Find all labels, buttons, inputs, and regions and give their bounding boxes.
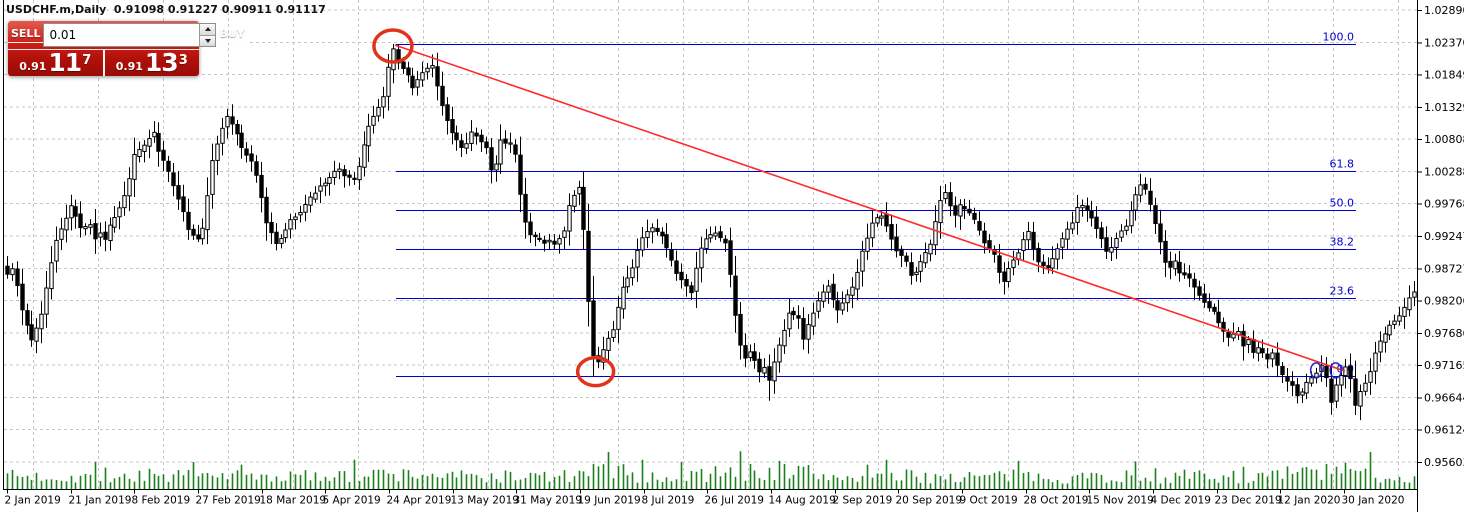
highlight-circles[interactable] [372, 28, 616, 388]
candlesticks [5, 43, 1417, 421]
date-tick-label: 30 Jan 2020 [1342, 495, 1405, 507]
date-tick-label: 18 Mar 2019 [260, 495, 327, 507]
buy-price-pip: 3 [178, 53, 188, 68]
price-tick-label: 0.99247 [1424, 230, 1464, 243]
date-tick-label: 4 Dec 2019 [1151, 495, 1211, 507]
price-tick-label: 0.96124 [1424, 424, 1464, 437]
lot-decrease-button[interactable] [200, 35, 216, 46]
price-tick-label: 1.02370 [1424, 36, 1464, 49]
price-tick-label: 0.96644 [1424, 391, 1464, 404]
date-axis-labels: 2 Jan 2019 21 Jan 2019 8 Feb 2019 27 Feb 20… [5, 489, 1405, 507]
date-tick-label: 8 Feb 2019 [132, 495, 191, 507]
price-divider [102, 50, 105, 76]
sell-price-pip: 7 [82, 53, 92, 68]
date-tick-label: 31 May 2019 [514, 495, 582, 507]
fib-level-label: 38.2 [1330, 236, 1355, 249]
fib-level-label: 100.0 [1323, 31, 1355, 44]
price-axis-labels: 1.02890 1.02370 1.01849 1.01329 1.00808 1.002… [1417, 4, 1464, 469]
date-tick-label: 26 Jul 2019 [705, 495, 764, 507]
date-tick-label: 2 Sep 2019 [833, 495, 893, 507]
fibonacci-retracement[interactable]: 100.061.850.038.223.60.0 [396, 31, 1356, 377]
date-tick-label: 20 Sep 2019 [896, 495, 963, 507]
anchor-handle-icon[interactable] [1309, 362, 1323, 379]
price-tick-label: 1.01849 [1424, 69, 1464, 82]
price-tick-label: 1.00288 [1424, 165, 1464, 178]
buy-button-label: BUY [216, 27, 248, 43]
date-tick-label: 23 Dec 2019 [1215, 495, 1282, 507]
buy-price-prefix: 0.91 [115, 60, 143, 73]
fib-level-label: 61.8 [1330, 158, 1355, 171]
price-tick-label: 1.02890 [1424, 4, 1464, 17]
lot-size-input[interactable] [44, 24, 200, 46]
price-tick-label: 0.98727 [1424, 262, 1464, 275]
sell-button[interactable]: SELL [8, 21, 44, 49]
price-tick-label: 1.01329 [1424, 101, 1464, 114]
trend-line-layer[interactable] [394, 44, 1346, 372]
sell-price-prefix: 0.91 [19, 60, 47, 73]
price-tick-label: 0.95603 [1424, 456, 1464, 469]
date-tick-label: 2 Jan 2019 [5, 495, 61, 507]
date-tick-label: 21 Jan 2019 [69, 495, 132, 507]
lot-size-box [43, 23, 217, 47]
date-tick-label: 27 Feb 2019 [196, 495, 261, 507]
anchor-handle-icon[interactable] [1329, 362, 1342, 379]
date-tick-label: 28 Oct 2019 [1024, 495, 1089, 507]
date-tick-label: 19 Jun 2019 [578, 495, 641, 507]
grid-lines [4, 0, 1417, 490]
price-tick-label: 0.97686 [1424, 327, 1464, 340]
descending-trend-line[interactable] [394, 44, 1346, 372]
fib-level-label: 23.6 [1330, 285, 1355, 298]
price-tick-label: 0.97165 [1424, 359, 1464, 372]
arrow-up-icon [204, 27, 211, 32]
one-click-trading-panel: SELL BUY 0.91 11 7 [8, 21, 248, 76]
sell-price-big: 11 [48, 48, 82, 77]
volume-bars [6, 451, 1416, 490]
date-tick-label: 9 Oct 2019 [960, 495, 1018, 507]
buy-button[interactable]: BUY [216, 21, 248, 49]
date-tick-label: 12 Jan 2020 [1278, 495, 1341, 507]
lot-spinner [199, 24, 216, 46]
date-tick-label: 24 Apr 2019 [387, 495, 452, 507]
fib-level-label: 50.0 [1330, 197, 1355, 210]
price-tick-label: 0.99768 [1424, 198, 1464, 211]
chart-symbol-title: USDCHF.m,Daily 0.91098 0.91227 0.90911 0… [6, 3, 326, 16]
sell-button-label: SELL [8, 27, 44, 43]
date-tick-label: 8 Jul 2019 [642, 495, 695, 507]
price-tick-label: 0.98206 [1424, 295, 1464, 308]
sell-price[interactable]: 0.91 11 7 [8, 50, 103, 76]
red-circle-annotation[interactable] [372, 28, 414, 64]
object-anchor-handles[interactable] [1309, 362, 1342, 379]
date-tick-label: 15 Nov 2019 [1087, 495, 1154, 507]
date-tick-label: 13 May 2019 [451, 495, 519, 507]
buy-price-big: 13 [144, 48, 179, 77]
axes [3, 0, 1418, 512]
arrow-down-icon [204, 38, 211, 43]
date-tick-label: 5 Apr 2019 [323, 495, 381, 507]
date-tick-label: 14 Aug 2019 [769, 495, 836, 507]
red-circle-annotation[interactable] [575, 355, 616, 388]
buy-price[interactable]: 0.91 13 3 [105, 50, 200, 76]
lot-increase-button[interactable] [200, 24, 216, 36]
price-tick-label: 1.00808 [1424, 133, 1464, 146]
